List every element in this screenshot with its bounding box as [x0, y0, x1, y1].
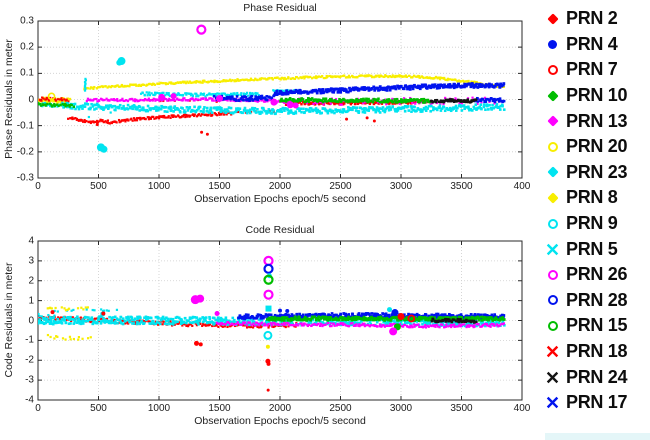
- legend-item-prn-24: PRN 24: [544, 364, 628, 390]
- x-marker-icon: [544, 371, 561, 384]
- legend-item-prn-18: PRN 18: [544, 339, 628, 365]
- legend-item-prn-8: PRN 8: [544, 185, 627, 211]
- y-tick-label: 2: [28, 275, 34, 287]
- circle-open-marker-icon: [544, 295, 561, 306]
- y-tick-label: 4: [28, 235, 34, 247]
- legend-item-label: PRN 10: [566, 85, 628, 106]
- legend-item-prn-13: PRN 13: [544, 108, 628, 134]
- legend-item-label: PRN 4: [566, 33, 618, 54]
- x-tick-label: 2500: [329, 181, 352, 192]
- y-tick-label: 0.1: [20, 67, 34, 79]
- x-tick-label: 3000: [389, 403, 413, 414]
- legend-item-prn-10: PRN 10: [544, 83, 628, 109]
- legend-item-label: PRN 2: [566, 8, 618, 29]
- y-tick-label: 1: [28, 295, 34, 307]
- legend-item-label: PRN 23: [566, 161, 628, 182]
- circle-marker-icon: [544, 39, 561, 49]
- legend-item-prn-23: PRN 23: [544, 160, 628, 186]
- legend-item-label: PRN 7: [566, 59, 618, 80]
- x-tick-label: 2000: [268, 181, 292, 192]
- y-tick-label: 3: [28, 255, 34, 267]
- y-tick-label: -2: [25, 354, 34, 366]
- x-tick-label: 2500: [329, 403, 352, 414]
- circle-open-marker-icon: [544, 269, 561, 280]
- legend-item-label: PRN 17: [566, 392, 628, 413]
- diamond-marker-icon: [544, 13, 561, 25]
- x-tick-label: 1500: [208, 181, 231, 192]
- phase-x-axis-label: Observation Epochs epoch/5 second: [194, 193, 366, 205]
- x-tick-label: 500: [90, 403, 107, 414]
- x-tick-label: 0: [35, 403, 41, 414]
- legend-item-label: PRN 26: [566, 264, 628, 285]
- x-tick-label: 1000: [147, 403, 171, 414]
- y-tick-label: -4: [25, 394, 34, 406]
- legend-item-prn-4: PRN 4: [544, 32, 627, 58]
- x-tick-label: 3500: [450, 181, 473, 192]
- y-tick-label: 0.3: [20, 15, 34, 27]
- y-tick-label: 0.2: [20, 41, 34, 53]
- y-tick-label: 0: [28, 315, 34, 326]
- code-x-axis-label: Observation Epochs epoch/5 second: [194, 415, 366, 427]
- x-tick-label: 0: [35, 181, 41, 192]
- legend-item-prn-17: PRN 17: [544, 390, 628, 416]
- legend-item-prn-2: PRN 2: [544, 6, 627, 32]
- y-tick-label: 0: [28, 94, 34, 105]
- diamond-marker-icon: [544, 166, 561, 179]
- y-tick-label: -1: [25, 334, 34, 346]
- legend-item-label: PRN 15: [566, 315, 628, 336]
- legend-item-prn-9: PRN 9: [544, 211, 627, 237]
- diamond-marker-icon: [544, 115, 561, 127]
- legend-item-prn-15: PRN 15: [544, 313, 628, 339]
- x-tick-label: 1500: [208, 403, 231, 414]
- legend-item-prn-28: PRN 28: [544, 288, 628, 314]
- legend-item-prn-5: PRN 5: [544, 236, 627, 262]
- diamond-marker-icon: [544, 192, 561, 204]
- legend-item-label: PRN 24: [566, 366, 628, 387]
- legend: PRN 2 PRN 4 PRN 7 PRN 10 PRN 13 PRN 20 PRN 23 P…: [544, 6, 628, 416]
- legend-item-label: PRN 28: [566, 289, 628, 310]
- legend-item-label: PRN 5: [566, 238, 618, 259]
- x-tick-label: 2000: [268, 403, 292, 414]
- y-tick-label: -0.3: [16, 172, 34, 184]
- x-tick-label: 500: [90, 181, 107, 192]
- legend-item-prn-7: PRN 7: [544, 57, 627, 83]
- circle-open-marker-icon: [544, 64, 561, 75]
- x-tick-label: 400: [513, 181, 531, 192]
- x-tick-label: 1000: [147, 181, 171, 192]
- phase-plot-title: Phase Residual: [243, 2, 317, 14]
- y-tick-label: -0.1: [16, 120, 34, 132]
- legend-item-label: PRN 9: [566, 213, 618, 234]
- circle-open-marker-icon: [544, 320, 561, 331]
- diamond-marker-icon: [544, 89, 561, 102]
- bottom-right-strip: [545, 433, 650, 440]
- y-tick-label: -0.2: [16, 146, 34, 158]
- legend-item-label: PRN 13: [566, 110, 628, 131]
- legend-item-label: PRN 8: [566, 187, 618, 208]
- circle-open-marker-icon: [544, 218, 561, 229]
- x-tick-label: 400: [513, 403, 531, 414]
- x-tick-label: 3500: [450, 403, 473, 414]
- legend-item-label: PRN 20: [566, 136, 628, 157]
- legend-item-label: PRN 18: [566, 341, 628, 362]
- x-tick-label: 3000: [389, 181, 413, 192]
- circle-open-marker-icon: [544, 141, 561, 152]
- y-tick-label: -3: [25, 374, 34, 386]
- x-marker-icon: [544, 243, 561, 256]
- x-marker-icon: [544, 396, 561, 409]
- code-plot-title: Code Residual: [245, 224, 315, 236]
- x-marker-icon: [544, 345, 561, 358]
- legend-item-prn-20: PRN 20: [544, 134, 628, 160]
- legend-item-prn-26: PRN 26: [544, 262, 628, 288]
